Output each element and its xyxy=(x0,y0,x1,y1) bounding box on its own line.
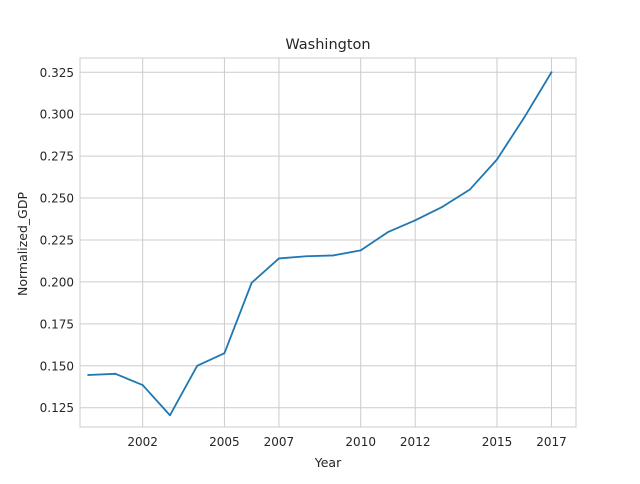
x-axis-ticks: 2002 2005 2007 2010 2012 2015 2017 xyxy=(127,435,566,449)
x-tick-label: 2015 xyxy=(482,435,513,449)
data-point xyxy=(523,116,526,119)
plot-frame xyxy=(79,57,577,428)
x-tick-label: 2012 xyxy=(400,435,431,449)
y-tick-label: 0.175 xyxy=(40,317,74,331)
y-tick-label: 0.275 xyxy=(40,150,74,164)
y-tick-label: 0.300 xyxy=(40,108,74,122)
data-point xyxy=(550,71,553,74)
y-tick-label: 0.125 xyxy=(40,401,74,415)
x-tick-label: 2007 xyxy=(264,435,295,449)
plot-border xyxy=(79,57,577,428)
plot-area xyxy=(87,71,553,417)
y-axis-label: Normalized_GDP xyxy=(15,192,30,296)
x-tick-label: 2017 xyxy=(536,435,567,449)
data-point xyxy=(196,364,199,367)
x-tick-label: 2002 xyxy=(127,435,158,449)
chart-title: Washington xyxy=(285,37,370,53)
data-point xyxy=(223,352,226,355)
y-tick-label: 0.150 xyxy=(40,359,74,373)
data-point xyxy=(169,414,171,417)
y-tick-label: 0.250 xyxy=(40,192,74,206)
data-point xyxy=(87,374,90,376)
data-point xyxy=(141,384,144,386)
data-point xyxy=(305,255,308,258)
data-point xyxy=(114,372,117,375)
y-axis-ticks: 0.125 0.150 0.175 0.200 0.225 0.250 0.275 0.300… xyxy=(40,66,74,415)
data-point xyxy=(441,205,444,208)
y-tick-label: 0.200 xyxy=(40,275,74,289)
data-point xyxy=(332,254,335,257)
grid xyxy=(80,58,576,427)
data-point xyxy=(414,219,417,222)
series-line xyxy=(87,71,553,417)
data-point xyxy=(496,158,498,161)
y-tick-label: 0.225 xyxy=(40,233,74,247)
x-tick-label: 2010 xyxy=(345,435,376,449)
x-tick-label: 2005 xyxy=(209,435,240,449)
data-point xyxy=(278,257,280,260)
data-point xyxy=(387,231,389,234)
data-point xyxy=(250,281,253,284)
data-point xyxy=(468,188,471,191)
data-point xyxy=(359,249,362,252)
y-tick-label: 0.325 xyxy=(40,66,74,80)
x-axis-label: Year xyxy=(314,455,342,470)
